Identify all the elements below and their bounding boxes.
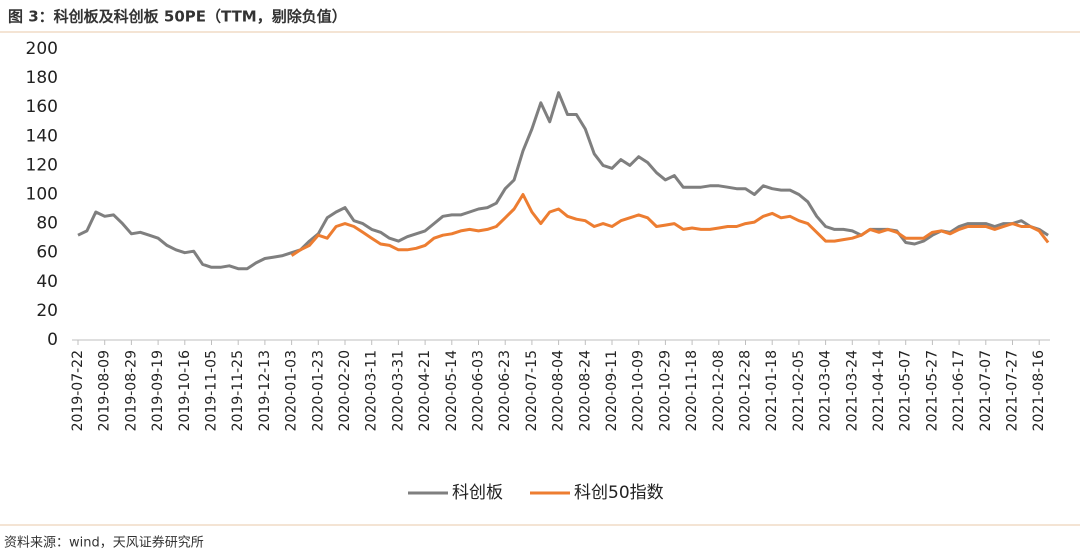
x-tick-label: 2020-01-23 [310, 350, 326, 431]
series-line [290, 193, 1050, 257]
x-tick-label: 2020-04-21 [417, 350, 433, 431]
x-tick-label: 2020-08-24 [577, 350, 593, 431]
y-tick-label: 160 [26, 97, 58, 117]
x-tick-label: 2019-12-13 [257, 350, 273, 431]
x-tick-label: 2021-04-14 [871, 350, 887, 431]
y-tick-label: 100 [26, 185, 58, 205]
x-tick-label: 2019-08-09 [97, 350, 113, 431]
x-tick-label: 2021-06-17 [951, 350, 967, 431]
x-tick-label: 2021-03-24 [844, 350, 860, 431]
x-tick-label: 2019-09-19 [150, 350, 166, 431]
x-tick-label: 2019-11-05 [204, 350, 220, 431]
x-tick-label: 2019-11-25 [230, 350, 246, 431]
x-tick-label: 2020-12-28 [738, 350, 754, 431]
x-tick-label: 2020-11-18 [684, 350, 700, 431]
series-line [77, 91, 1049, 271]
x-tick-label: 2020-01-03 [284, 350, 300, 431]
x-tick-label: 2019-08-29 [123, 350, 139, 431]
x-tick-label: 2020-03-11 [364, 350, 380, 431]
y-tick-label: 80 [36, 214, 58, 234]
x-tick-label: 2020-03-31 [390, 350, 406, 431]
x-tick-label: 2020-12-08 [711, 350, 727, 431]
x-tick-label: 2019-07-22 [70, 350, 86, 431]
x-tick-label: 2021-05-07 [898, 350, 914, 431]
x-tick-label: 2020-06-03 [471, 350, 487, 431]
x-tick-label: 2020-02-20 [337, 350, 353, 431]
x-tick-label: 2021-03-04 [818, 350, 834, 431]
y-tick-label: 40 [36, 272, 58, 292]
x-tick-label: 2021-02-05 [791, 350, 807, 431]
x-tick-label: 2020-10-09 [631, 350, 647, 431]
x-tick-label: 2021-07-27 [1005, 350, 1021, 431]
x-tick-label: 2021-05-27 [924, 350, 940, 431]
x-tick-label: 2021-01-18 [764, 350, 780, 431]
x-tick-label: 2020-07-15 [524, 350, 540, 431]
x-tick-label: 2020-09-11 [604, 350, 620, 431]
y-tick-label: 20 [36, 301, 58, 321]
legend-label: 科创50指数 [574, 483, 664, 503]
legend-label: 科创板 [452, 483, 503, 503]
y-tick-label: 0 [47, 330, 58, 350]
y-tick-label: 120 [26, 155, 58, 175]
y-tick-label: 180 [26, 68, 58, 88]
y-tick-label: 60 [36, 243, 58, 263]
chart-title: 图 3：科创板及科创板 50PE（TTM，剔除负值） [8, 8, 347, 26]
x-tick-label: 2020-10-29 [657, 350, 673, 431]
y-tick-label: 200 [26, 39, 58, 59]
x-tick-label: 2021-07-07 [978, 350, 994, 431]
x-tick-label: 2020-05-14 [444, 350, 460, 431]
source-note: 资料来源：wind，天风证券研究所 [4, 535, 204, 551]
x-tick-label: 2020-08-04 [551, 350, 567, 431]
x-tick-label: 2020-06-23 [497, 350, 513, 431]
x-tick-label: 2019-10-16 [177, 350, 193, 431]
y-tick-label: 140 [26, 126, 58, 146]
x-tick-label: 2021-08-16 [1031, 350, 1047, 431]
